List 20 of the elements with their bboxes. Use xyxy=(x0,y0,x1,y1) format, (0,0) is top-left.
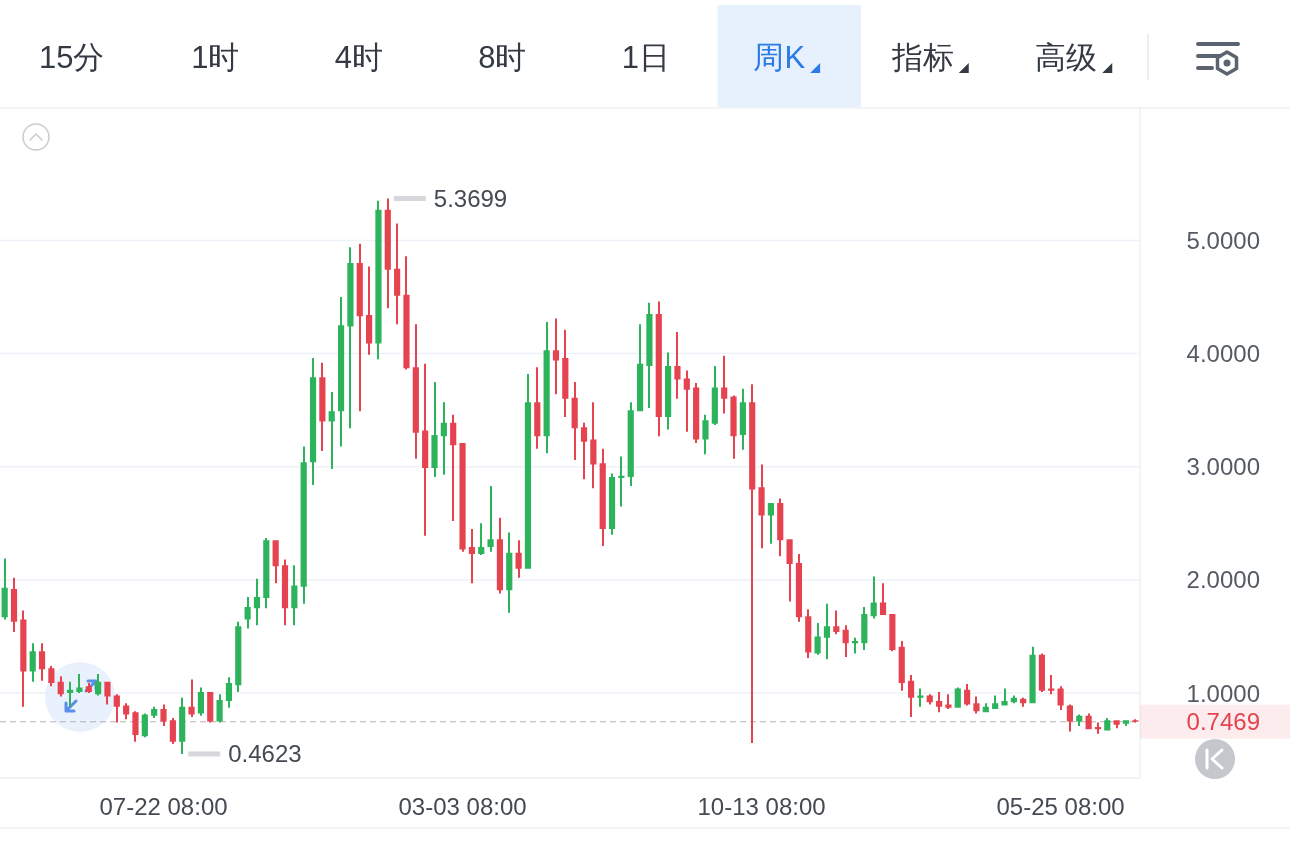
tab-label: 1时 xyxy=(191,39,240,75)
tab-label: 周K xyxy=(753,39,806,75)
tab-label: 指标 xyxy=(891,39,954,75)
x-tick-label: 10-13 08:00 xyxy=(697,792,826,820)
ref-line-label: 0.7469 xyxy=(1186,708,1260,736)
y-tick-label: 2.0000 xyxy=(1186,566,1260,594)
tab-label: 高级 xyxy=(1035,39,1098,75)
tab-label: 15分 xyxy=(39,39,105,75)
y-tick-label: 4.0000 xyxy=(1186,340,1260,368)
x-tick-label: 07-22 08:00 xyxy=(99,792,228,820)
annotation: 0.4623 xyxy=(228,740,302,768)
tab-label: 8时 xyxy=(478,39,527,75)
x-tick-label: 03-03 08:00 xyxy=(398,792,527,820)
y-tick-label: 5.0000 xyxy=(1186,226,1260,254)
y-tick-label: 3.0000 xyxy=(1186,453,1260,481)
annotation: 5.3699 xyxy=(433,185,508,213)
tab-label: 4时 xyxy=(334,39,383,75)
tab-label: 1日 xyxy=(621,39,670,75)
x-tick-label: 05-25 08:00 xyxy=(996,792,1125,820)
y-tick-label: 1.0000 xyxy=(1186,679,1260,707)
